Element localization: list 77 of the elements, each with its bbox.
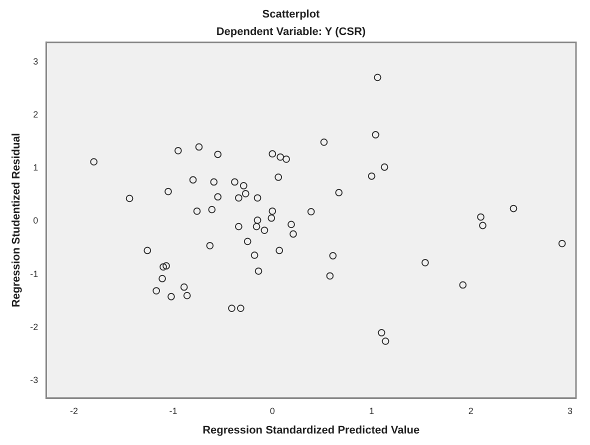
point (282, 155, 290, 163)
chart-subtitle: Dependent Variable: Y (CSR) (216, 26, 366, 38)
point (144, 246, 152, 254)
y-tick-label: 2 (33, 110, 38, 120)
point (193, 207, 201, 215)
y-tick-label: -1 (30, 268, 38, 279)
point (254, 194, 262, 202)
point (183, 292, 191, 300)
point (158, 274, 166, 282)
x-tick-label: 2 (468, 406, 474, 416)
point (510, 204, 518, 212)
point (214, 150, 222, 158)
x-tick-label: -2 (70, 406, 78, 416)
point (240, 182, 248, 190)
point (250, 252, 258, 259)
point (558, 240, 566, 248)
point (368, 172, 376, 180)
point (268, 150, 276, 158)
point (372, 131, 380, 138)
point (195, 143, 203, 151)
x-tick-label: 0 (270, 406, 275, 416)
point (90, 158, 98, 166)
point (276, 153, 284, 161)
point (174, 146, 182, 154)
point (234, 194, 242, 202)
point (228, 304, 236, 312)
point (252, 222, 260, 230)
point (477, 213, 484, 221)
point (126, 194, 134, 202)
y-tick-label: -3 (30, 374, 38, 385)
point (152, 287, 160, 294)
point (307, 208, 315, 216)
point (168, 292, 175, 300)
x-tick-label: 1 (369, 406, 374, 416)
point (208, 206, 216, 214)
point (162, 262, 170, 270)
point (242, 190, 250, 198)
point (189, 176, 197, 184)
point (234, 222, 242, 230)
point (244, 238, 252, 246)
point (459, 281, 467, 289)
point (382, 338, 390, 345)
point (206, 242, 214, 250)
point (254, 267, 262, 275)
point (180, 283, 188, 291)
chart-title: Scatterplot (262, 8, 320, 21)
point (160, 263, 167, 271)
point (380, 163, 388, 171)
x-tick-label: -1 (169, 406, 178, 416)
point (374, 74, 382, 82)
y-axis-title: Regression Studentized Residual (10, 133, 23, 308)
y-tick-label: 1 (33, 162, 38, 173)
point (210, 178, 218, 186)
point (288, 220, 295, 228)
point (335, 188, 343, 196)
point (326, 272, 334, 280)
x-tick-label: 3 (568, 406, 573, 416)
y-tick-label: 0 (33, 216, 38, 226)
point (214, 193, 222, 201)
point (378, 329, 386, 336)
point (274, 174, 282, 181)
point (320, 138, 328, 146)
point (276, 246, 284, 254)
point (268, 214, 276, 222)
y-tick-label: -2 (30, 322, 38, 332)
point (290, 230, 297, 238)
point (421, 258, 429, 266)
point (254, 216, 262, 224)
y-tick-label: 3 (33, 56, 38, 67)
point (164, 188, 172, 196)
point (268, 207, 276, 215)
x-axis-title: Regression Standardized Predicted Value (202, 424, 420, 436)
point (329, 252, 337, 260)
point (231, 178, 238, 186)
point (260, 226, 268, 234)
point (479, 222, 486, 230)
point (236, 304, 244, 312)
